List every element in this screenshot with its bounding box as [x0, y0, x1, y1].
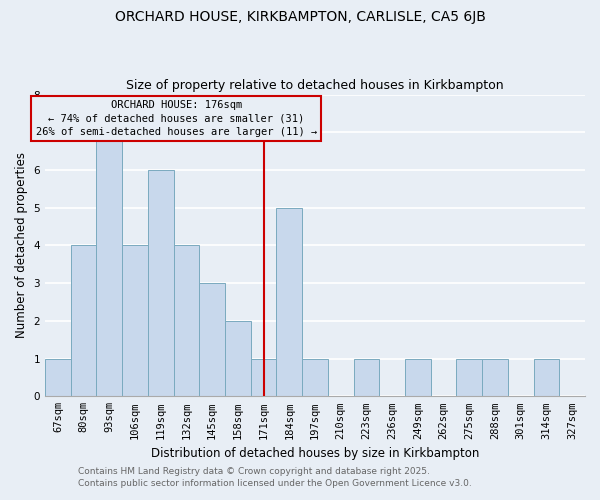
Bar — [533, 358, 559, 397]
Bar — [45, 358, 71, 397]
Bar — [405, 358, 431, 397]
Bar — [277, 208, 302, 396]
Bar — [225, 321, 251, 396]
Bar — [353, 358, 379, 397]
Y-axis label: Number of detached properties: Number of detached properties — [15, 152, 28, 338]
Text: ORCHARD HOUSE: 176sqm
← 74% of detached houses are smaller (31)
26% of semi-deta: ORCHARD HOUSE: 176sqm ← 74% of detached … — [35, 100, 317, 136]
X-axis label: Distribution of detached houses by size in Kirkbampton: Distribution of detached houses by size … — [151, 447, 479, 460]
Text: ORCHARD HOUSE, KIRKBAMPTON, CARLISLE, CA5 6JB: ORCHARD HOUSE, KIRKBAMPTON, CARLISLE, CA… — [115, 10, 485, 24]
Bar — [71, 246, 97, 396]
Bar — [173, 246, 199, 396]
Text: Contains HM Land Registry data © Crown copyright and database right 2025.
Contai: Contains HM Land Registry data © Crown c… — [78, 466, 472, 487]
Bar — [97, 132, 122, 396]
Bar — [122, 246, 148, 396]
Title: Size of property relative to detached houses in Kirkbampton: Size of property relative to detached ho… — [126, 79, 504, 92]
Bar — [302, 358, 328, 397]
Bar — [457, 358, 482, 397]
Bar — [251, 358, 277, 397]
Bar — [199, 283, 225, 397]
Bar — [148, 170, 173, 396]
Bar — [482, 358, 508, 397]
